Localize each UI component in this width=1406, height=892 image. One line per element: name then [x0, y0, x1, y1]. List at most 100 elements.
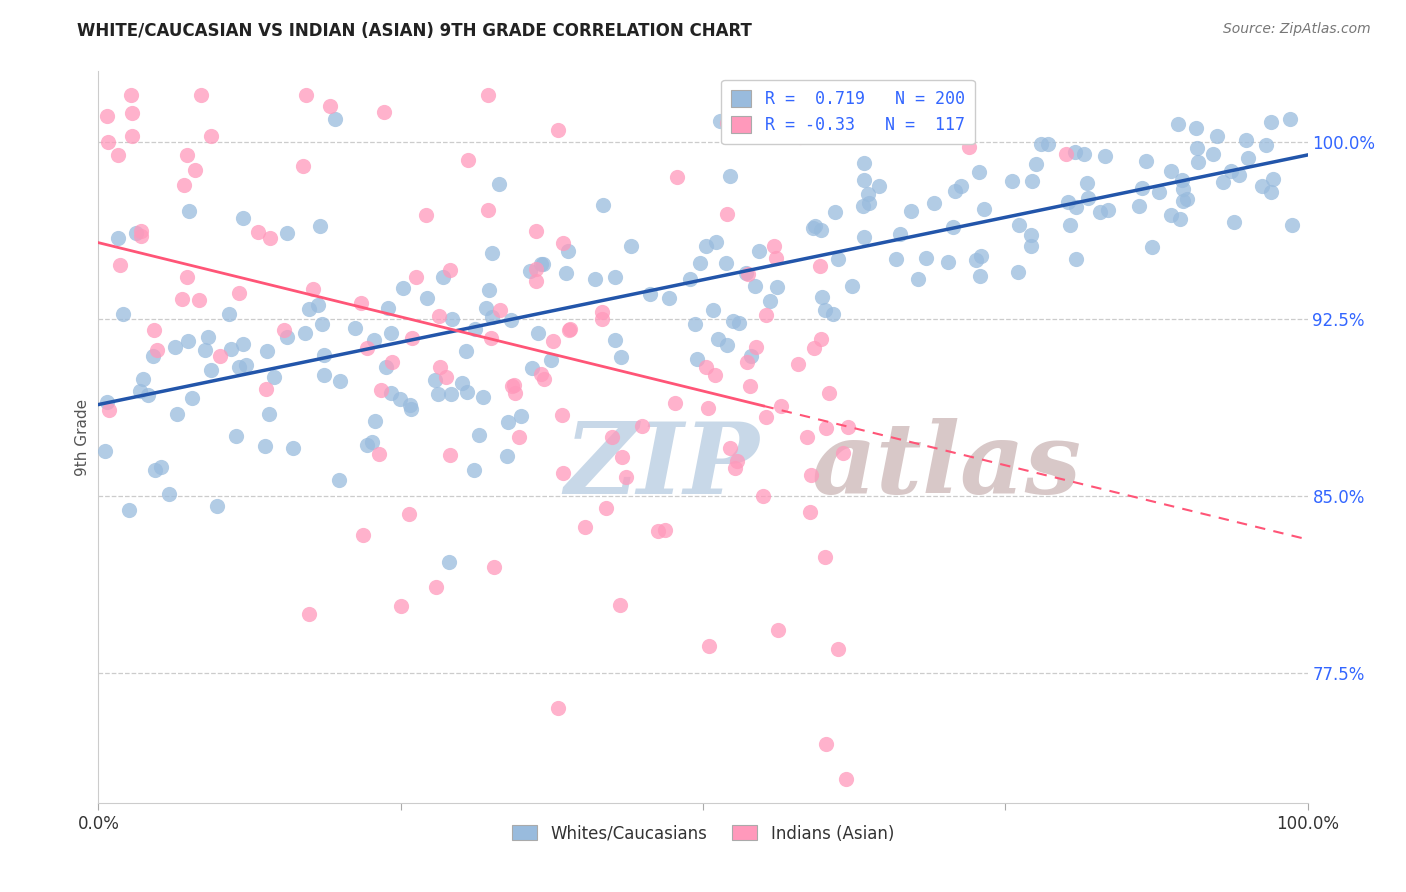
Point: [401, 401, 423, 416]
Point: [718, 442, 741, 456]
Point: [107, 148, 129, 162]
Point: [697, 639, 720, 653]
Point: [194, 343, 217, 358]
Point: [256, 344, 278, 359]
Point: [1251, 178, 1274, 193]
Point: [475, 301, 498, 316]
Point: [415, 291, 437, 305]
Point: [1260, 185, 1282, 199]
Point: [614, 470, 637, 484]
Point: [814, 737, 837, 751]
Point: [1254, 138, 1277, 153]
Point: [818, 385, 841, 400]
Point: [810, 223, 832, 237]
Point: [1059, 218, 1081, 232]
Point: [187, 293, 209, 308]
Point: [1064, 252, 1087, 267]
Point: [481, 310, 503, 324]
Point: [377, 301, 399, 315]
Point: [686, 351, 709, 366]
Point: [721, 314, 744, 328]
Point: [312, 368, 335, 382]
Point: [392, 281, 415, 295]
Point: [381, 355, 404, 369]
Point: [803, 219, 825, 233]
Point: [530, 257, 553, 271]
Point: [180, 391, 202, 405]
Point: [498, 415, 520, 429]
Point: [796, 430, 818, 444]
Point: [502, 378, 524, 392]
Point: [695, 239, 717, 253]
Point: [329, 374, 352, 388]
Point: [706, 332, 728, 346]
Point: [190, 87, 212, 102]
Point: [129, 229, 152, 244]
Legend: Whites/Caucasians, Indians (Asian): Whites/Caucasians, Indians (Asian): [505, 818, 901, 849]
Point: [1160, 163, 1182, 178]
Point: [166, 408, 188, 422]
Point: [889, 227, 911, 241]
Point: [720, 169, 742, 183]
Point: [837, 420, 859, 434]
Point: [1130, 180, 1153, 194]
Point: [1064, 200, 1087, 214]
Point: [1025, 157, 1047, 171]
Point: [610, 450, 633, 465]
Point: [170, 293, 193, 307]
Point: [973, 202, 995, 217]
Point: [1128, 199, 1150, 213]
Point: [312, 348, 335, 362]
Point: [471, 390, 494, 404]
Point: [298, 302, 321, 317]
Point: [531, 257, 554, 271]
Point: [766, 279, 789, 293]
Point: [259, 231, 281, 245]
Point: [298, 607, 321, 621]
Point: [853, 156, 876, 170]
Point: [814, 421, 837, 435]
Point: [631, 419, 654, 434]
Point: [495, 449, 517, 463]
Point: [942, 219, 965, 234]
Point: [439, 387, 461, 401]
Point: [253, 439, 276, 453]
Point: [1149, 185, 1171, 199]
Point: [489, 302, 512, 317]
Point: [524, 224, 547, 238]
Point: [257, 407, 280, 421]
Point: [1073, 146, 1095, 161]
Point: [425, 373, 447, 387]
Point: [478, 283, 501, 297]
Point: [380, 385, 402, 400]
Point: [740, 349, 762, 363]
Point: [620, 239, 643, 253]
Point: [1021, 174, 1043, 188]
Point: [716, 207, 738, 221]
Point: [811, 290, 834, 304]
Point: [225, 429, 247, 443]
Point: [727, 317, 749, 331]
Point: [1281, 218, 1303, 232]
Point: [121, 106, 143, 120]
Point: [501, 378, 523, 392]
Point: [704, 368, 727, 382]
Point: [263, 370, 285, 384]
Point: [356, 438, 378, 452]
Point: [1205, 128, 1227, 143]
Point: [519, 264, 541, 278]
Point: [125, 226, 148, 240]
Point: [1019, 228, 1042, 243]
Point: [704, 235, 727, 250]
Y-axis label: 9th Grade: 9th Grade: [75, 399, 90, 475]
Point: [508, 430, 530, 444]
Point: [814, 303, 837, 318]
Point: [831, 446, 853, 460]
Point: [852, 199, 875, 213]
Point: [142, 323, 165, 337]
Point: [432, 270, 454, 285]
Point: [560, 322, 582, 336]
Point: [592, 198, 614, 212]
Point: [328, 473, 350, 487]
Point: [1076, 176, 1098, 190]
